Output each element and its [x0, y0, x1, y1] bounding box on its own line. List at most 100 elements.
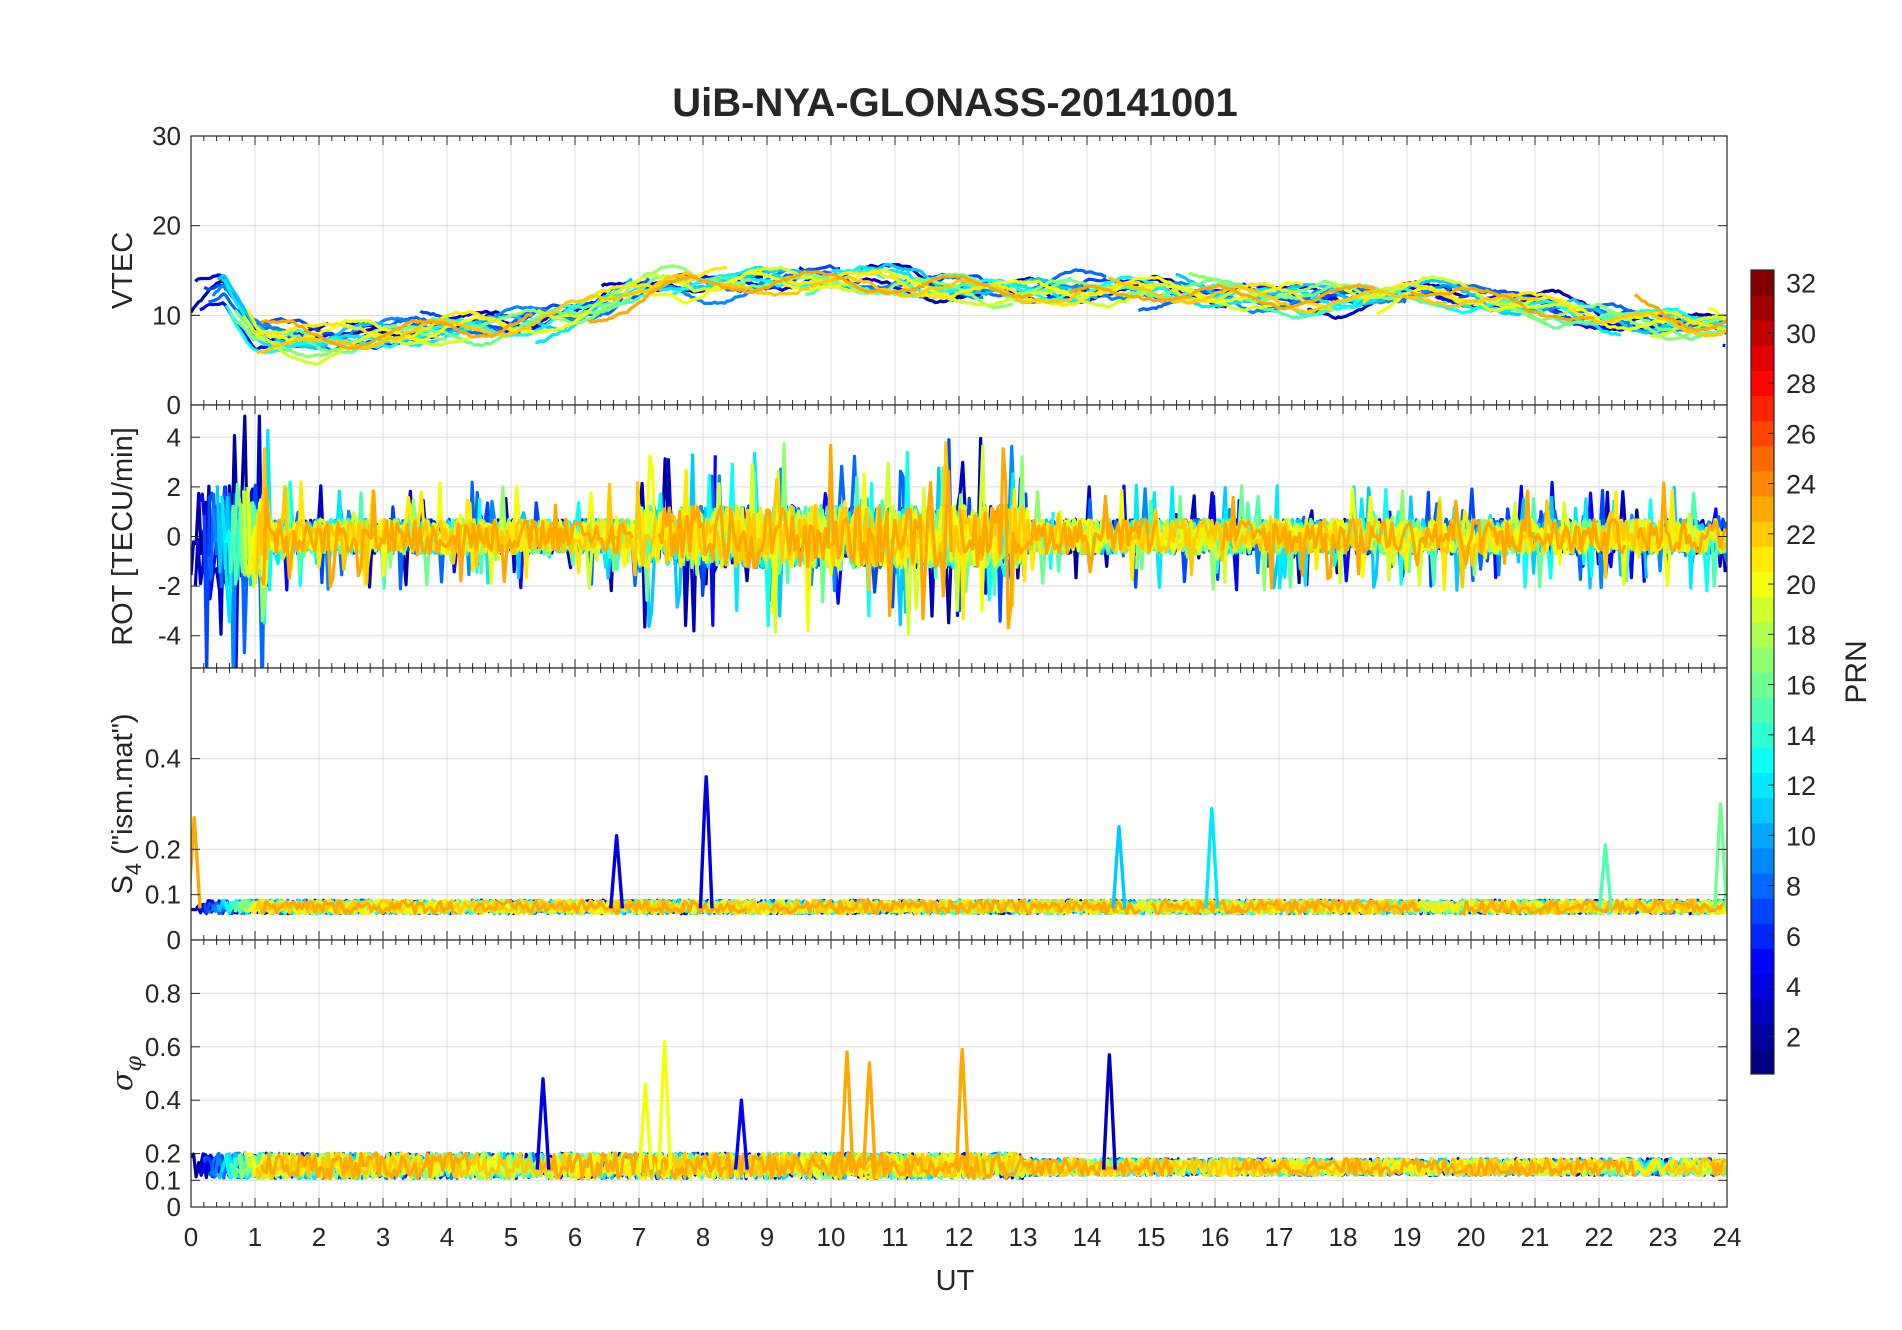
panel-vtec: 0 10 20 30 VTEC	[107, 121, 1728, 420]
spike-line	[657, 1039, 673, 1170]
series-line-prn-11	[876, 262, 1099, 300]
colorbar-swatch	[1751, 747, 1774, 773]
spike-line	[839, 1050, 855, 1170]
series-group	[191, 414, 1727, 668]
series-line-prn-22	[662, 441, 1089, 607]
colorbar-swatch	[1751, 295, 1774, 321]
panel-sigphi: 00.10.2 0.4 0.6 0.8 σφ	[105, 939, 1728, 1222]
colorbar-swatch	[1751, 1023, 1774, 1050]
colorbar-swatch	[1751, 646, 1774, 673]
series-line-prn-23	[259, 1151, 471, 1181]
colorbar-frame	[1750, 269, 1775, 1075]
y-tick-label: 0.8	[145, 978, 181, 1008]
colorbar-swatch	[1751, 923, 1774, 949]
colorbar-swatch	[1751, 596, 1774, 623]
colorbar-tick-label: 4	[1786, 972, 1801, 1002]
colorbar-swatch	[1751, 973, 1774, 1000]
series-line-prn-22	[1592, 310, 1727, 338]
colorbar-tick-label: 32	[1786, 269, 1816, 299]
series-group	[191, 262, 1727, 366]
spike-line	[535, 1077, 551, 1170]
series-line-prn-20	[625, 268, 950, 305]
x-tick-label: 0	[184, 1222, 198, 1252]
y-tick-label: 0.2	[145, 1139, 181, 1169]
spike-line	[1713, 802, 1727, 909]
series-line-prn-19	[536, 265, 867, 320]
x-tick-label: 6	[568, 1222, 582, 1252]
spike-line	[637, 1082, 653, 1170]
x-tick-label: 19	[1393, 1222, 1422, 1252]
colorbar-swatch	[1751, 672, 1774, 698]
spike-line	[861, 1061, 877, 1170]
series-line-prn-23	[981, 1153, 1174, 1180]
colorbar-swatch	[1751, 1048, 1774, 1075]
series-line-prn-22	[639, 1151, 1019, 1181]
y-axis-label: S4 ("ism.mat")	[107, 713, 146, 894]
y-tick-label: 10	[152, 300, 181, 330]
series-line-prn-2	[1516, 288, 1725, 332]
y-tick-label: 0.2	[145, 834, 181, 864]
colorbar-swatch	[1751, 797, 1774, 824]
colorbar-swatch	[1751, 873, 1774, 899]
series-line-prn-22	[728, 898, 1120, 916]
series-line-prn-23	[1409, 286, 1595, 322]
series-line-prn-23	[1460, 898, 1725, 916]
colorbar-swatch	[1751, 847, 1774, 874]
tick-marks	[190, 940, 1728, 1208]
series-group	[191, 775, 1727, 916]
y-tick-label: 0	[167, 1192, 181, 1222]
x-tick-label: 20	[1457, 1222, 1486, 1252]
colorbar-tick-label: 14	[1786, 721, 1816, 751]
x-tick-label: 1	[248, 1222, 262, 1252]
series-line-prn-19	[242, 315, 472, 366]
series-line-prn-20	[1061, 1157, 1482, 1178]
colorbar-swatch	[1751, 898, 1774, 924]
y-tick-label: 0.6	[145, 1032, 181, 1062]
x-tick-label: 5	[504, 1222, 518, 1252]
series-line-prn-23	[1221, 489, 1627, 590]
y-tick-label: 0	[167, 390, 181, 420]
y-tick-label: 4	[167, 422, 181, 452]
colorbar-swatch	[1751, 496, 1774, 522]
colorbar-swatch	[1751, 621, 1774, 648]
chart-title: UiB-NYA-GLONASS-20141001	[672, 81, 1237, 125]
colorbar-swatch	[1751, 445, 1774, 472]
x-tick-label: 10	[817, 1222, 846, 1252]
colorbar-swatch	[1751, 822, 1774, 849]
colorbar-swatch	[1751, 546, 1774, 572]
x-tick-label: 8	[696, 1222, 710, 1252]
colorbar-swatch	[1751, 420, 1774, 447]
x-tick-label: 3	[376, 1222, 390, 1252]
x-tick-label: 21	[1521, 1222, 1550, 1252]
colorbar-swatch	[1751, 395, 1774, 422]
colorbar-swatch	[1751, 722, 1774, 748]
x-axis: 0 1 2 3 4 5 6 7 8 9 10 11 12 13 14 15 16 17 18 19 20 21 22 23 24	[184, 1222, 1742, 1252]
colorbar-tick-label: 6	[1786, 922, 1801, 952]
series-line-prn-23	[1711, 1158, 1727, 1177]
series-line-prn-23	[958, 447, 1159, 630]
x-tick-label: 22	[1585, 1222, 1614, 1252]
series-line-prn-23	[260, 899, 456, 916]
series-line-prn-22	[255, 1151, 571, 1180]
series-line-prn-23	[1233, 1157, 1638, 1178]
y-tick-label: 0	[167, 522, 181, 552]
series-line-prn-21	[787, 271, 1165, 307]
spike-line	[733, 1098, 749, 1170]
series-line-prn-23	[657, 443, 953, 621]
x-tick-label: 12	[945, 1222, 974, 1252]
series-line-prn-21	[1361, 281, 1727, 332]
y-tick-label: -4	[158, 621, 181, 651]
series-line-prn-23	[1150, 898, 1421, 915]
y-tick-label: 30	[152, 121, 181, 151]
x-tick-label: 18	[1329, 1222, 1358, 1252]
colorbar-swatch	[1751, 772, 1774, 799]
y-tick-label: 0.1	[145, 1165, 181, 1195]
y-tick-label: 20	[152, 211, 181, 241]
colorbar-tick-label: 26	[1786, 419, 1816, 449]
colorbar-tick-label: 18	[1786, 620, 1816, 650]
series-line-prn-23	[1636, 481, 1727, 553]
colorbar-tick-label: 22	[1786, 520, 1816, 550]
series-line-prn-19	[1333, 275, 1581, 309]
